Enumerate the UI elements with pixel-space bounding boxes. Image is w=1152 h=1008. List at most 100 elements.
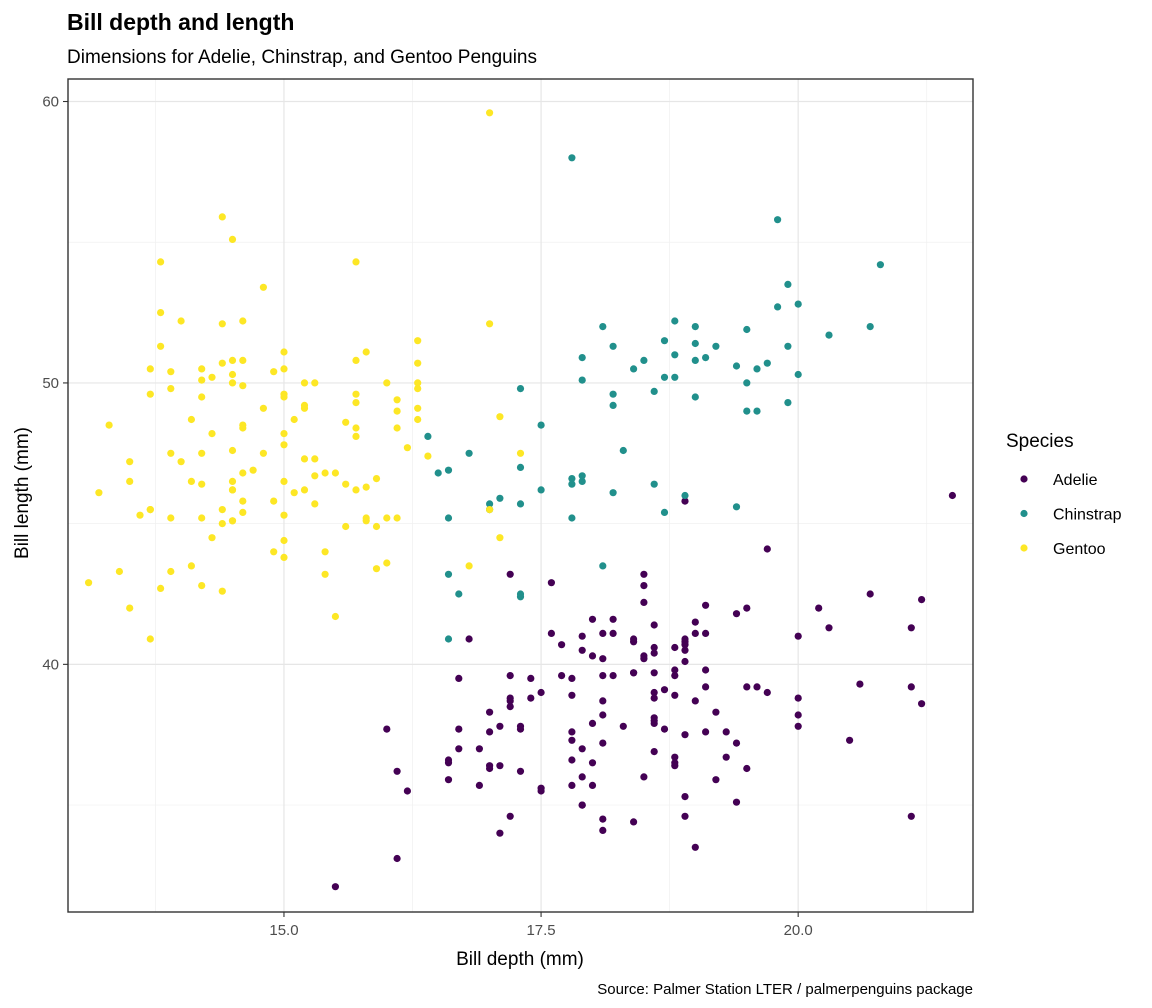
point-gentoo [167,567,175,576]
point-adelie [475,781,483,790]
point-adelie [393,767,401,775]
point-adelie [660,725,669,733]
point-adelie [691,843,699,851]
point-gentoo [321,570,329,578]
x-tick-label: 15.0 [269,922,298,939]
point-adelie [794,711,802,719]
point-gentoo [393,396,401,404]
point-gentoo [270,497,278,505]
point-adelie [527,694,535,702]
point-gentoo [496,413,504,421]
point-gentoo [228,370,237,379]
point-chinstrap [609,342,617,350]
point-gentoo [126,458,134,466]
point-gentoo [311,500,319,508]
point-chinstrap [671,351,679,359]
point-chinstrap [784,342,792,350]
point-gentoo [393,424,401,432]
point-adelie [475,745,483,753]
point-gentoo [85,579,93,587]
point-gentoo [228,486,237,494]
point-adelie [866,590,874,598]
point-gentoo [177,458,185,466]
point-adelie [403,787,411,795]
point-chinstrap [743,407,751,415]
point-gentoo [228,477,237,485]
point-gentoo [157,258,165,266]
point-adelie [619,722,627,730]
point-gentoo [280,441,288,449]
point-adelie [702,728,710,736]
point-adelie [650,688,658,697]
point-adelie [722,728,730,736]
point-adelie [640,655,648,663]
point-adelie [506,672,514,680]
point-adelie [516,725,525,733]
point-adelie [558,672,566,680]
point-adelie [588,652,597,660]
point-gentoo [208,373,216,381]
point-gentoo [198,449,206,457]
point-gentoo [300,404,309,412]
point-chinstrap [650,480,658,488]
point-gentoo [516,449,525,457]
point-adelie [537,688,545,697]
point-gentoo [424,452,432,460]
point-chinstrap [660,508,669,516]
point-gentoo [331,469,339,477]
point-adelie [681,731,689,739]
point-chinstrap [753,365,761,373]
point-chinstrap [866,323,874,331]
point-gentoo [136,511,144,519]
point-chinstrap [671,317,679,325]
point-chinstrap [465,449,473,457]
point-adelie [650,643,658,652]
point-gentoo [167,449,175,457]
point-chinstrap [650,387,658,395]
point-gentoo [352,258,360,266]
point-chinstrap [681,491,689,500]
point-adelie [599,697,607,705]
point-adelie [660,686,669,694]
point-gentoo [342,480,350,488]
point-adelie [588,759,597,767]
point-gentoo [280,477,288,485]
point-adelie [691,618,699,626]
legend-label-gentoo: Gentoo [1053,541,1106,558]
point-gentoo [352,356,360,364]
point-gentoo [157,309,165,317]
point-adelie [702,683,710,691]
point-adelie [794,694,802,702]
point-gentoo [249,466,257,474]
point-gentoo [218,506,226,514]
point-gentoo [239,497,247,505]
point-adelie [918,700,926,708]
chart-title: Bill depth and length [67,9,294,35]
point-chinstrap [753,407,761,415]
point-gentoo [383,559,391,567]
point-gentoo [157,342,165,350]
point-adelie [681,641,689,649]
point-chinstrap [568,480,576,488]
point-adelie [681,497,689,505]
point-gentoo [198,376,206,384]
point-chinstrap [444,514,453,522]
point-adelie [732,798,741,806]
point-adelie [650,717,658,725]
point-gentoo [393,514,401,522]
point-adelie [722,753,730,761]
point-gentoo [259,404,267,412]
point-adelie [609,672,617,680]
point-chinstrap [609,390,617,398]
point-adelie [558,641,566,649]
point-adelie [599,826,607,835]
chart-caption: Source: Palmer Station LTER / palmerpeng… [597,981,973,998]
point-adelie [516,767,525,775]
point-adelie [681,793,689,801]
point-gentoo [280,365,288,373]
point-gentoo [198,365,206,373]
point-adelie [547,579,556,587]
point-adelie [444,776,453,784]
point-adelie [948,491,957,500]
point-adelie [763,545,771,553]
